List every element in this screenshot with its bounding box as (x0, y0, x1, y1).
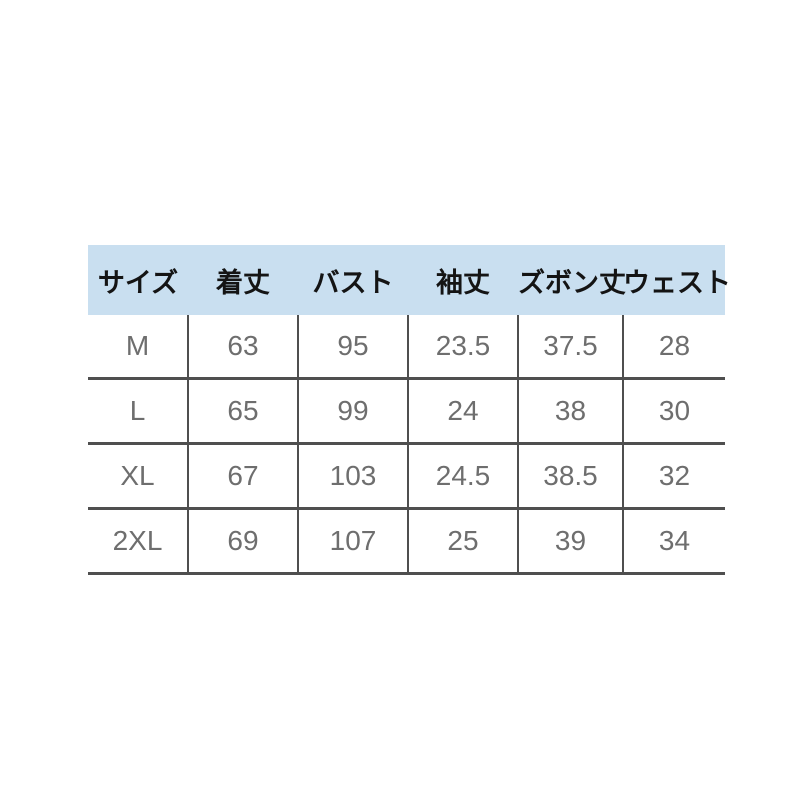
value-cell: 28 (623, 315, 725, 380)
value-cell: 99 (298, 378, 409, 445)
value-cell: 39 (518, 508, 624, 575)
value-cell: 67 (188, 443, 299, 510)
header-cell-pants: ズボン丈 (518, 245, 626, 315)
value-cell: 34 (623, 508, 725, 575)
value-cell: 25 (408, 508, 519, 575)
value-cell: 65 (188, 378, 299, 445)
table-row-l: L 65 99 24 38 30 (88, 378, 725, 445)
size-chart-table: サイズ 着丈 バスト 袖丈 ズボン丈 ウェスト M 63 95 23.5 37.… (88, 245, 731, 575)
header-cell-sleeve: 袖丈 (408, 245, 518, 315)
table-row-2xl: 2XL 69 107 25 39 34 (88, 508, 725, 575)
table-row-m: M 63 95 23.5 37.5 28 (88, 315, 725, 380)
size-cell: L (88, 378, 189, 445)
value-cell: 69 (188, 508, 299, 575)
value-cell: 95 (298, 315, 409, 380)
size-cell: M (88, 315, 189, 380)
table-row-xl: XL 67 103 24.5 38.5 32 (88, 443, 725, 510)
value-cell: 107 (298, 508, 409, 575)
value-cell: 38.5 (518, 443, 624, 510)
header-cell-length: 着丈 (188, 245, 298, 315)
header-cell-bust: バスト (298, 245, 408, 315)
value-cell: 24 (408, 378, 519, 445)
size-cell: 2XL (88, 508, 189, 575)
header-row: サイズ 着丈 バスト 袖丈 ズボン丈 ウェスト (88, 245, 731, 315)
size-cell: XL (88, 443, 189, 510)
value-cell: 63 (188, 315, 299, 380)
value-cell: 38 (518, 378, 624, 445)
value-cell: 30 (623, 378, 725, 445)
header-cell-size: サイズ (88, 245, 188, 315)
value-cell: 103 (298, 443, 409, 510)
value-cell: 32 (623, 443, 725, 510)
header-cell-waist: ウェスト (623, 245, 731, 315)
value-cell: 24.5 (408, 443, 519, 510)
value-cell: 23.5 (408, 315, 519, 380)
value-cell: 37.5 (518, 315, 624, 380)
